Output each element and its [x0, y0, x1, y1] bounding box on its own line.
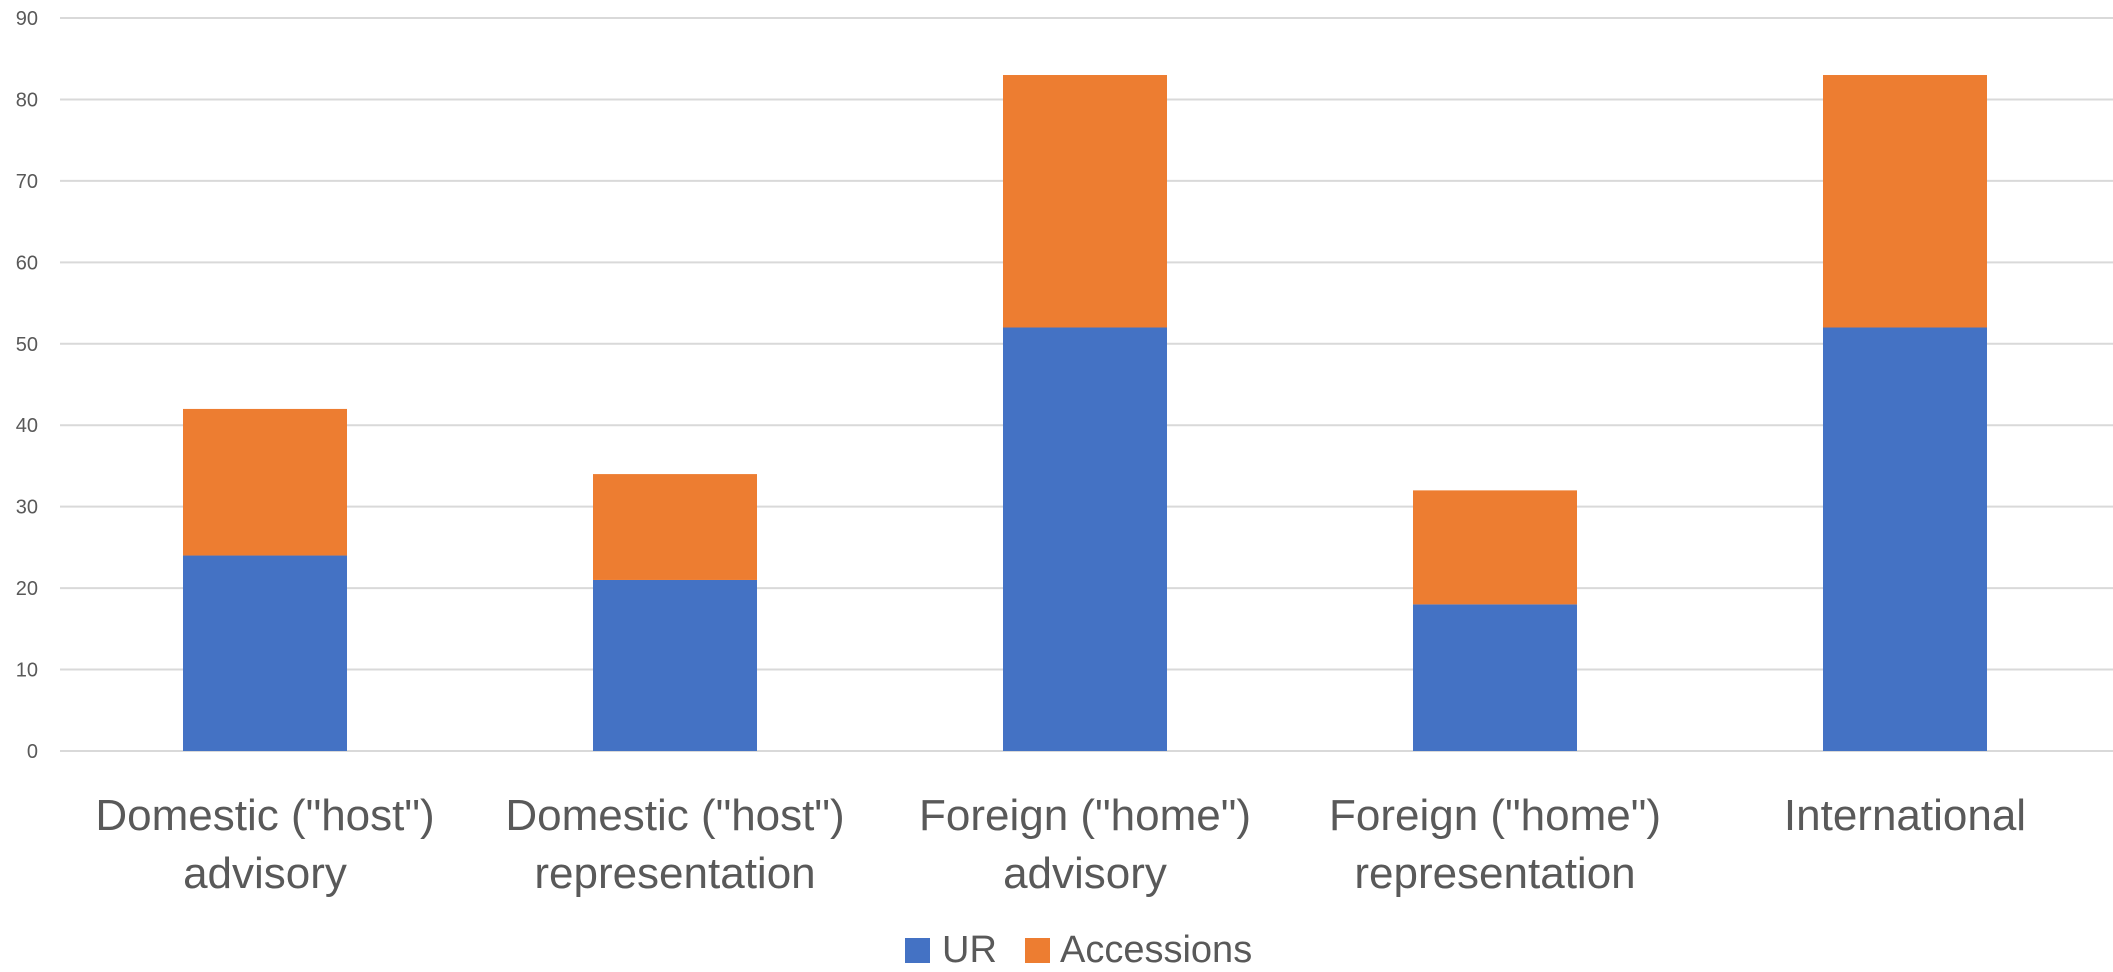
legend-label-accessions: Accessions: [1060, 929, 1252, 967]
bar-accessions-3: [1413, 490, 1577, 605]
x-tick-label-line: Domestic ("host"): [95, 791, 434, 840]
y-tick-label: 10: [16, 660, 38, 682]
legend: UR Accessions: [905, 929, 1252, 971]
x-tick-label: International: [1784, 791, 2026, 840]
x-tick-label-line: Foreign ("home"): [1329, 791, 1661, 840]
bar-accessions-0: [183, 408, 347, 556]
x-tick-label-line: advisory: [1003, 849, 1167, 898]
y-tick-label: 0: [27, 741, 38, 763]
y-tick-label: 70: [16, 171, 38, 193]
legend-swatch-accessions: [1025, 938, 1050, 963]
x-tick-label-line: advisory: [183, 849, 347, 898]
legend-label-ur: UR: [942, 929, 997, 967]
x-tick-label: Domestic ("host") advisory: [95, 791, 434, 898]
bar-accessions-2: [1003, 75, 1167, 328]
legend-swatch-ur: [905, 938, 930, 963]
x-tick-label-line: Domestic ("host"): [505, 791, 844, 840]
bar-accessions-1: [593, 474, 757, 580]
x-tick-label-line: representation: [1354, 849, 1635, 898]
x-tick-label-line: International: [1784, 791, 2026, 840]
y-tick-label: 40: [16, 415, 38, 437]
bars: [183, 75, 1987, 751]
x-tick-label-line: representation: [534, 849, 815, 898]
bar-ur-1: [593, 579, 757, 751]
x-tick-label: Domestic ("host") representation: [505, 791, 844, 898]
y-tick-label: 20: [16, 578, 38, 600]
x-tick-label-line: Foreign ("home"): [919, 791, 1251, 840]
x-tick-label: Foreign ("home") advisory: [919, 791, 1251, 898]
y-tick-label: 30: [16, 497, 38, 519]
bar-ur-2: [1003, 327, 1167, 751]
bar-ur-0: [183, 555, 347, 751]
y-tick-label: 50: [16, 334, 38, 356]
y-tick-label: 80: [16, 89, 38, 111]
y-tick-label: 90: [16, 8, 38, 30]
x-tick-label: Foreign ("home") representation: [1329, 791, 1661, 898]
y-axis: 0 10 20 30 40 50 60 70 80 90: [16, 8, 38, 763]
bar-ur-3: [1413, 604, 1577, 751]
bar-accessions-4: [1823, 75, 1987, 328]
y-tick-label: 60: [16, 252, 38, 274]
bar-ur-4: [1823, 327, 1987, 751]
